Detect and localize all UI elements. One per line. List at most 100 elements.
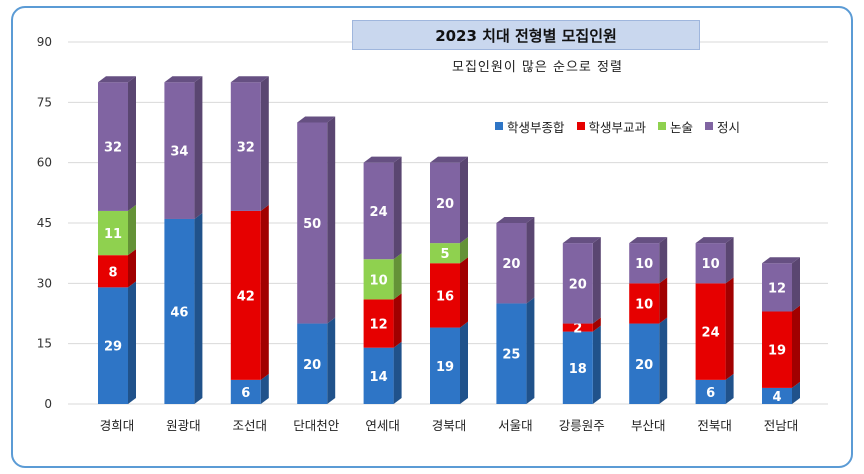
data-label-7-0: 18	[569, 362, 587, 377]
bar-segment-2-0	[230, 379, 261, 404]
bar-side-9-1	[725, 277, 734, 380]
data-label-9-0: 6	[706, 386, 715, 401]
bar-segment-3-0	[297, 323, 328, 404]
bar-side-3-3	[327, 116, 336, 324]
legend-item-3: 논술	[658, 117, 693, 136]
data-label-1-0: 46	[170, 305, 188, 320]
bar-side-1-3	[194, 76, 203, 219]
data-label-2-3: 32	[237, 141, 255, 156]
bar-side-4-2	[393, 253, 402, 300]
data-label-9-1: 24	[702, 326, 720, 341]
bar-segment-1-0	[164, 218, 195, 404]
bar-segment-7-1	[562, 323, 593, 332]
bar-segment-10-1	[762, 311, 792, 388]
bar-segment-5-2	[430, 243, 460, 264]
data-label-6-0: 25	[502, 348, 520, 363]
bar-side-1-0	[194, 212, 203, 404]
x-tick-label-10: 전남대	[764, 418, 799, 433]
bar-segment-7-3	[562, 243, 593, 324]
data-label-7-3: 20	[569, 277, 587, 292]
x-tick-label-1: 원광대	[166, 418, 201, 433]
bar-top-1	[164, 76, 203, 83]
bar-segment-5-0	[430, 327, 460, 404]
x-tick-label-9: 전북대	[697, 418, 732, 433]
bar-top-2	[230, 76, 269, 83]
legend-item-2: 학생부교과	[576, 117, 647, 136]
bar-segment-4-0	[363, 347, 394, 404]
data-label-7-1: 2	[573, 322, 582, 337]
y-tick-label-30: 30	[37, 276, 52, 290]
bar-segment-2-1	[230, 210, 261, 380]
data-label-8-1: 10	[635, 297, 653, 312]
y-tick-label-90: 90	[37, 35, 52, 49]
bar-side-6-3	[526, 217, 535, 304]
legend-item-4: 정시	[705, 117, 740, 136]
y-tick-label-60: 60	[37, 156, 52, 170]
data-label-0-2: 11	[104, 227, 122, 242]
data-label-4-0: 14	[370, 370, 388, 385]
bar-side-5-1	[460, 257, 468, 328]
bar-side-2-1	[260, 204, 269, 380]
data-label-0-0: 29	[104, 340, 122, 355]
bar-side-5-0	[460, 321, 468, 404]
bar-top-8	[629, 237, 668, 244]
bar-side-10-1	[792, 305, 800, 388]
bar-top-6	[496, 217, 535, 223]
bar-segment-0-1	[98, 255, 128, 288]
data-label-8-3: 10	[635, 257, 653, 272]
bar-segment-8-0	[629, 323, 660, 404]
data-label-5-0: 19	[436, 360, 454, 375]
data-label-0-1: 8	[108, 265, 117, 280]
bar-segment-0-3	[98, 82, 128, 211]
data-label-6-3: 20	[502, 257, 520, 272]
bar-side-3-0	[327, 317, 336, 404]
bar-side-6-0	[526, 297, 535, 404]
x-tick-label-7: 강릉원주	[559, 418, 605, 433]
x-tick-label-2: 조선대	[233, 418, 268, 433]
chart-title: 2023 치대 전형별 모집인원	[352, 20, 700, 50]
data-label-10-0: 4	[772, 390, 781, 405]
data-label-3-0: 20	[303, 358, 321, 373]
data-label-0-3: 32	[104, 141, 122, 156]
bar-side-10-3	[792, 257, 800, 312]
bar-top-7	[562, 237, 601, 244]
bar-side-4-0	[393, 341, 402, 404]
bar-top-3	[297, 116, 336, 123]
bar-segment-4-1	[363, 299, 394, 348]
legend-label-2: 학생부교과	[588, 119, 647, 135]
data-label-5-2: 5	[440, 247, 449, 262]
bar-top-5	[430, 156, 468, 163]
bar-top-10	[762, 257, 800, 264]
bar-segment-7-0	[562, 331, 593, 404]
bar-top-9	[695, 237, 734, 244]
legend-label-4: 정시	[717, 119, 741, 135]
data-label-9-3: 10	[702, 257, 720, 272]
bar-segment-4-3	[363, 162, 394, 260]
data-label-4-2: 10	[370, 273, 388, 288]
bar-top-4	[363, 156, 402, 163]
bar-segment-8-3	[629, 243, 660, 284]
x-tick-label-8: 부산대	[631, 418, 666, 433]
bar-side-8-1	[659, 277, 668, 324]
bar-side-8-3	[659, 237, 668, 284]
bar-side-2-0	[260, 373, 269, 404]
bar-segment-5-1	[430, 263, 460, 328]
x-tick-label-4: 연세대	[365, 418, 400, 433]
bar-side-0-0	[128, 281, 136, 404]
x-tick-label-3: 단대천안	[293, 418, 340, 433]
bar-side-5-2	[460, 237, 468, 264]
bar-segment-3-3	[297, 122, 328, 324]
bar-side-7-3	[592, 237, 601, 324]
bar-side-0-1	[128, 249, 136, 288]
bar-segment-1-3	[164, 82, 195, 219]
bar-segment-6-3	[496, 223, 527, 304]
bar-side-0-3	[128, 76, 136, 211]
data-label-3-3: 50	[303, 217, 321, 232]
bar-side-10-0	[792, 381, 800, 404]
bar-side-9-0	[725, 373, 734, 404]
bar-segment-10-3	[762, 263, 792, 312]
y-tick-label-45: 45	[37, 216, 52, 230]
data-label-2-1: 42	[237, 289, 255, 304]
bar-segment-0-0	[98, 287, 128, 404]
